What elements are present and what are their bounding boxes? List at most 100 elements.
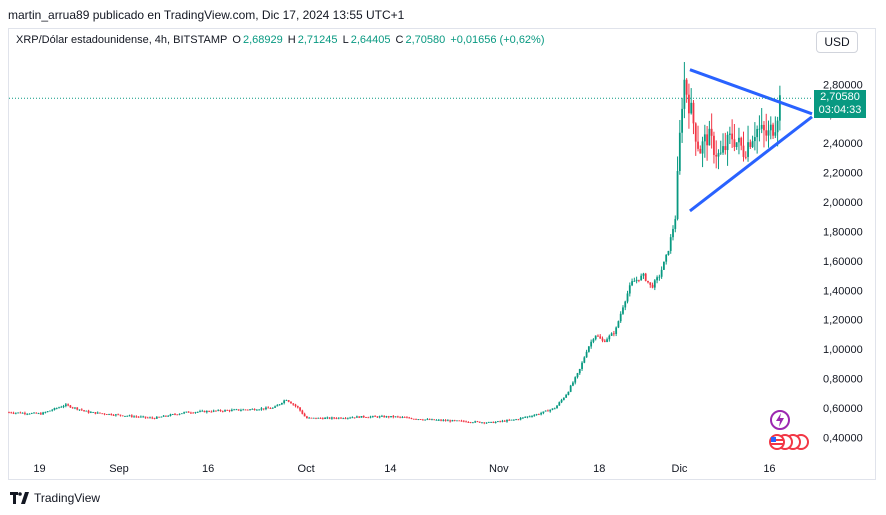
candle-body — [64, 404, 67, 407]
symbol-name[interactable]: XRP/Dólar estadounidense, 4h, BITSTAMP — [16, 34, 228, 46]
candle-body — [78, 409, 81, 411]
candle-body — [105, 414, 108, 415]
candle-body — [763, 124, 765, 131]
candle-body — [337, 417, 340, 419]
candle-body — [203, 410, 206, 413]
trendline — [689, 68, 813, 116]
candle-body — [374, 416, 377, 417]
high-value: 2,71245 — [297, 34, 338, 46]
candle-body — [390, 416, 392, 418]
trendline — [689, 115, 813, 213]
candle-body — [335, 418, 338, 419]
candle-body — [333, 417, 336, 419]
y-tick-label: 0,80000 — [823, 374, 863, 386]
candle-body — [108, 413, 110, 415]
us-flag-icon[interactable] — [769, 434, 785, 450]
candle-body — [612, 333, 615, 335]
candle-body — [728, 133, 731, 135]
candle-body — [292, 403, 295, 405]
candle-body — [603, 340, 606, 342]
candle-body — [760, 124, 763, 129]
candle-body — [21, 412, 24, 414]
candle-body — [230, 409, 233, 411]
candle-body — [544, 410, 547, 412]
candle-body — [465, 421, 467, 423]
candle-body — [87, 410, 90, 413]
candle-body — [324, 417, 326, 419]
candle-body — [305, 416, 308, 419]
candle-body — [26, 413, 29, 415]
candle-body — [267, 407, 270, 409]
candle-body — [58, 407, 60, 409]
candle-body — [742, 145, 745, 157]
candle-body — [597, 335, 599, 337]
candle-body — [199, 411, 201, 412]
candle-body — [424, 419, 427, 421]
candle-body — [235, 409, 238, 411]
tradingview-logo-icon — [10, 492, 29, 504]
candle-body — [369, 416, 372, 418]
candle-body — [99, 412, 101, 414]
candle-body — [396, 416, 399, 418]
candle-body — [403, 417, 406, 418]
y-tick-label: 2,20000 — [823, 168, 863, 180]
candle-body — [67, 404, 70, 406]
candle-body — [51, 409, 54, 411]
candle-body — [192, 412, 195, 414]
candle-body — [615, 327, 618, 334]
y-tick-label: 2,00000 — [823, 197, 863, 209]
candle-body — [153, 418, 156, 420]
candle-body — [328, 417, 331, 419]
candle-body — [517, 419, 520, 421]
candle-body — [772, 124, 774, 136]
candle-body — [194, 412, 197, 413]
candle-body — [242, 409, 245, 411]
candle-body — [406, 417, 408, 419]
y-tick-label: 2,80000 — [823, 79, 863, 91]
candle-body — [258, 409, 261, 411]
candle-body — [419, 419, 422, 420]
candle-body — [590, 341, 593, 347]
candle-body — [428, 419, 431, 421]
candle-body — [549, 409, 552, 412]
x-tick-label: Dic — [672, 463, 688, 475]
candle-body — [378, 416, 381, 418]
candle-body — [649, 282, 652, 285]
candle-body — [694, 123, 697, 142]
candle-body — [62, 406, 65, 407]
candle-body — [344, 418, 347, 420]
candle-body — [435, 419, 438, 421]
candle-body — [167, 415, 170, 417]
candle-body — [653, 280, 656, 288]
y-tick-label: 0,60000 — [823, 403, 863, 415]
candle-body — [12, 412, 15, 414]
candle-body — [303, 413, 306, 417]
candle-body — [251, 408, 254, 410]
lightning-icon[interactable] — [770, 410, 790, 430]
candle-body — [431, 419, 433, 421]
candle-body — [633, 281, 636, 282]
candle-body — [408, 417, 411, 419]
candle-body — [708, 128, 711, 146]
x-tick-label: 18 — [593, 463, 605, 475]
candle-body — [228, 410, 231, 412]
candle-body — [103, 413, 106, 415]
candle-body — [585, 351, 588, 358]
candle-body — [310, 417, 313, 419]
candle-body — [124, 415, 126, 417]
symbol-legend: XRP/Dólar estadounidense, 4h, BITSTAMP O… — [16, 34, 547, 46]
candle-body — [462, 420, 465, 422]
x-tick-label: 16 — [202, 463, 214, 475]
candle-body — [185, 411, 188, 413]
footer-brand[interactable]: TradingView — [10, 491, 100, 505]
candle-body — [308, 417, 311, 419]
currency-button[interactable]: USD — [816, 31, 858, 53]
candle-body — [42, 412, 45, 415]
chart-frame — [8, 28, 876, 480]
candle-body — [162, 415, 165, 417]
candle-body — [574, 377, 577, 383]
candle-body — [678, 132, 681, 172]
candle-body — [626, 293, 629, 302]
candle-body — [660, 269, 663, 277]
